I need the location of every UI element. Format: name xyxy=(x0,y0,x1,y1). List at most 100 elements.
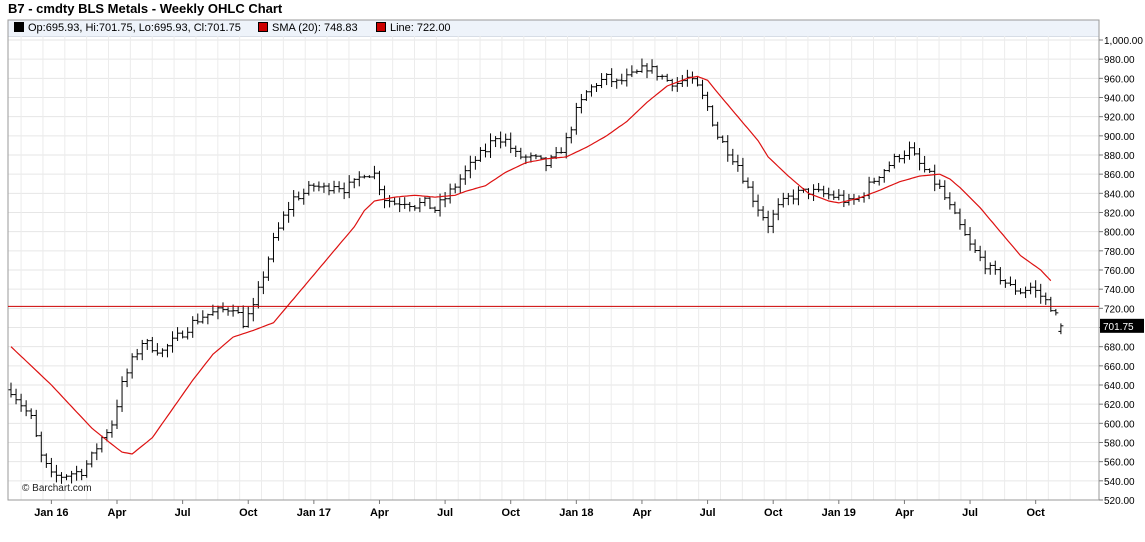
legend-ohlc: Op:695.93, Hi:701.75, Lo:695.93, Cl:701.… xyxy=(14,22,241,34)
ohlc-bar xyxy=(942,180,948,200)
ohlc-bar xyxy=(740,157,746,184)
ohlc-bar xyxy=(124,368,130,388)
ohlc-bar xyxy=(745,177,751,189)
ohlc-bar xyxy=(306,181,312,196)
ohlc-bar xyxy=(750,181,756,208)
ohlc-bar xyxy=(64,474,70,481)
ohlc-bar xyxy=(901,150,907,164)
ohlc-bar xyxy=(144,338,150,350)
x-tick-label: Apr xyxy=(632,507,652,519)
ohlc-bar xyxy=(109,420,115,438)
y-tick-label: 800.00 xyxy=(1104,228,1135,239)
ohlc-bar xyxy=(276,222,282,241)
ohlc-bar xyxy=(159,348,165,358)
ohlc-bar xyxy=(250,297,256,322)
ohlc-bar xyxy=(351,178,357,189)
ohlc-bar xyxy=(604,73,610,86)
ohlc-bar xyxy=(947,192,953,210)
ohlc-bar xyxy=(417,197,423,213)
y-tick-label: 660.00 xyxy=(1104,362,1135,373)
ohlc-bar xyxy=(382,185,388,209)
ohlc-bar xyxy=(260,271,266,295)
ohlc-bar xyxy=(387,195,393,208)
ohlc-bar xyxy=(1007,276,1013,287)
x-tick-label: Apr xyxy=(895,507,915,519)
x-tick-label: Jan 17 xyxy=(297,507,331,519)
ohlc-bar xyxy=(715,121,721,140)
ohlc-bar xyxy=(18,393,24,412)
ohlc-bar xyxy=(599,73,605,89)
ohlc-bar xyxy=(482,143,488,158)
ohlc-bar xyxy=(154,343,160,356)
ohlc-bar xyxy=(1053,308,1059,316)
last-price-box xyxy=(1100,318,1144,333)
ohlc-bar xyxy=(841,190,847,208)
x-tick-label: Jan 16 xyxy=(34,507,68,519)
y-tick-label: 600.00 xyxy=(1104,419,1135,430)
ohlc-bar xyxy=(669,78,675,92)
chart-grid xyxy=(8,36,1099,501)
y-tick-label: 520.00 xyxy=(1104,496,1135,507)
ohlc-bar xyxy=(836,189,842,201)
ohlc-bar xyxy=(654,65,660,81)
ohlc-bar xyxy=(780,192,786,208)
ohlc-bar xyxy=(1038,283,1044,304)
y-tick-label: 680.00 xyxy=(1104,343,1135,354)
credit-text: © Barchart.com xyxy=(22,483,92,494)
ohlc-bar xyxy=(624,68,630,87)
x-tick-label: Jul xyxy=(437,507,453,519)
ohlc-bars xyxy=(8,58,1064,484)
ohlc-bar xyxy=(649,59,655,74)
y-tick-label: 840.00 xyxy=(1104,189,1135,200)
ohlc-bar xyxy=(493,136,499,148)
y-tick-label: 980.00 xyxy=(1104,55,1135,66)
chart-legend: Op:695.93, Hi:701.75, Lo:695.93, Cl:701.… xyxy=(8,20,1099,37)
ohlc-bar xyxy=(513,145,519,157)
ohlc-bar xyxy=(866,176,872,200)
ohlc-bar xyxy=(578,93,584,114)
legend-sma: SMA (20): 748.83 xyxy=(258,22,358,34)
ohlc-bar xyxy=(967,227,973,251)
ohlc-bar xyxy=(48,457,54,478)
ohlc-bar xyxy=(664,73,670,82)
ohlc-bar xyxy=(498,131,504,149)
ohlc-bar xyxy=(265,256,271,281)
ohlc-bar xyxy=(735,154,741,172)
ohlc-bar xyxy=(568,126,574,144)
ohlc-bar xyxy=(826,187,832,200)
ohlc-swatch-icon xyxy=(14,22,24,32)
ohlc-bar xyxy=(1033,280,1039,298)
ohlc-bar xyxy=(573,102,579,135)
ohlc-bar xyxy=(33,409,39,438)
ohlc-bar xyxy=(23,400,29,417)
last-price-label: 701.75 xyxy=(1103,322,1134,333)
sma-series-line xyxy=(10,75,1052,455)
y-tick-label: 620.00 xyxy=(1104,400,1135,411)
y-tick-label: 920.00 xyxy=(1104,113,1135,124)
ohlc-bar xyxy=(447,183,453,204)
ohlc-bar xyxy=(972,239,978,253)
ohlc-bar xyxy=(412,205,418,211)
x-tick-label: Oct xyxy=(764,507,783,519)
ohlc-bar xyxy=(331,180,337,194)
ohlc-bar xyxy=(795,186,801,206)
ohlc-bar xyxy=(533,154,539,160)
legend-sma-label: SMA (20): 748.83 xyxy=(272,22,358,34)
ohlc-bar xyxy=(543,157,549,172)
ohlc-bar xyxy=(104,429,110,442)
y-tick-label: 820.00 xyxy=(1104,209,1135,220)
ohlc-bar xyxy=(1018,288,1024,295)
line-swatch-icon xyxy=(376,22,386,32)
ohlc-bar xyxy=(432,206,438,213)
ohlc-bar xyxy=(180,330,186,339)
ohlc-bar xyxy=(114,399,120,429)
ohlc-bar xyxy=(467,155,473,179)
x-tick-label: Jul xyxy=(700,507,716,519)
ohlc-bar xyxy=(1002,279,1008,288)
ohlc-bar xyxy=(957,208,963,230)
ohlc-bar xyxy=(225,307,231,316)
y-tick-label: 780.00 xyxy=(1104,247,1135,258)
ohlc-bar xyxy=(215,305,221,320)
ohlc-bar xyxy=(962,219,968,236)
